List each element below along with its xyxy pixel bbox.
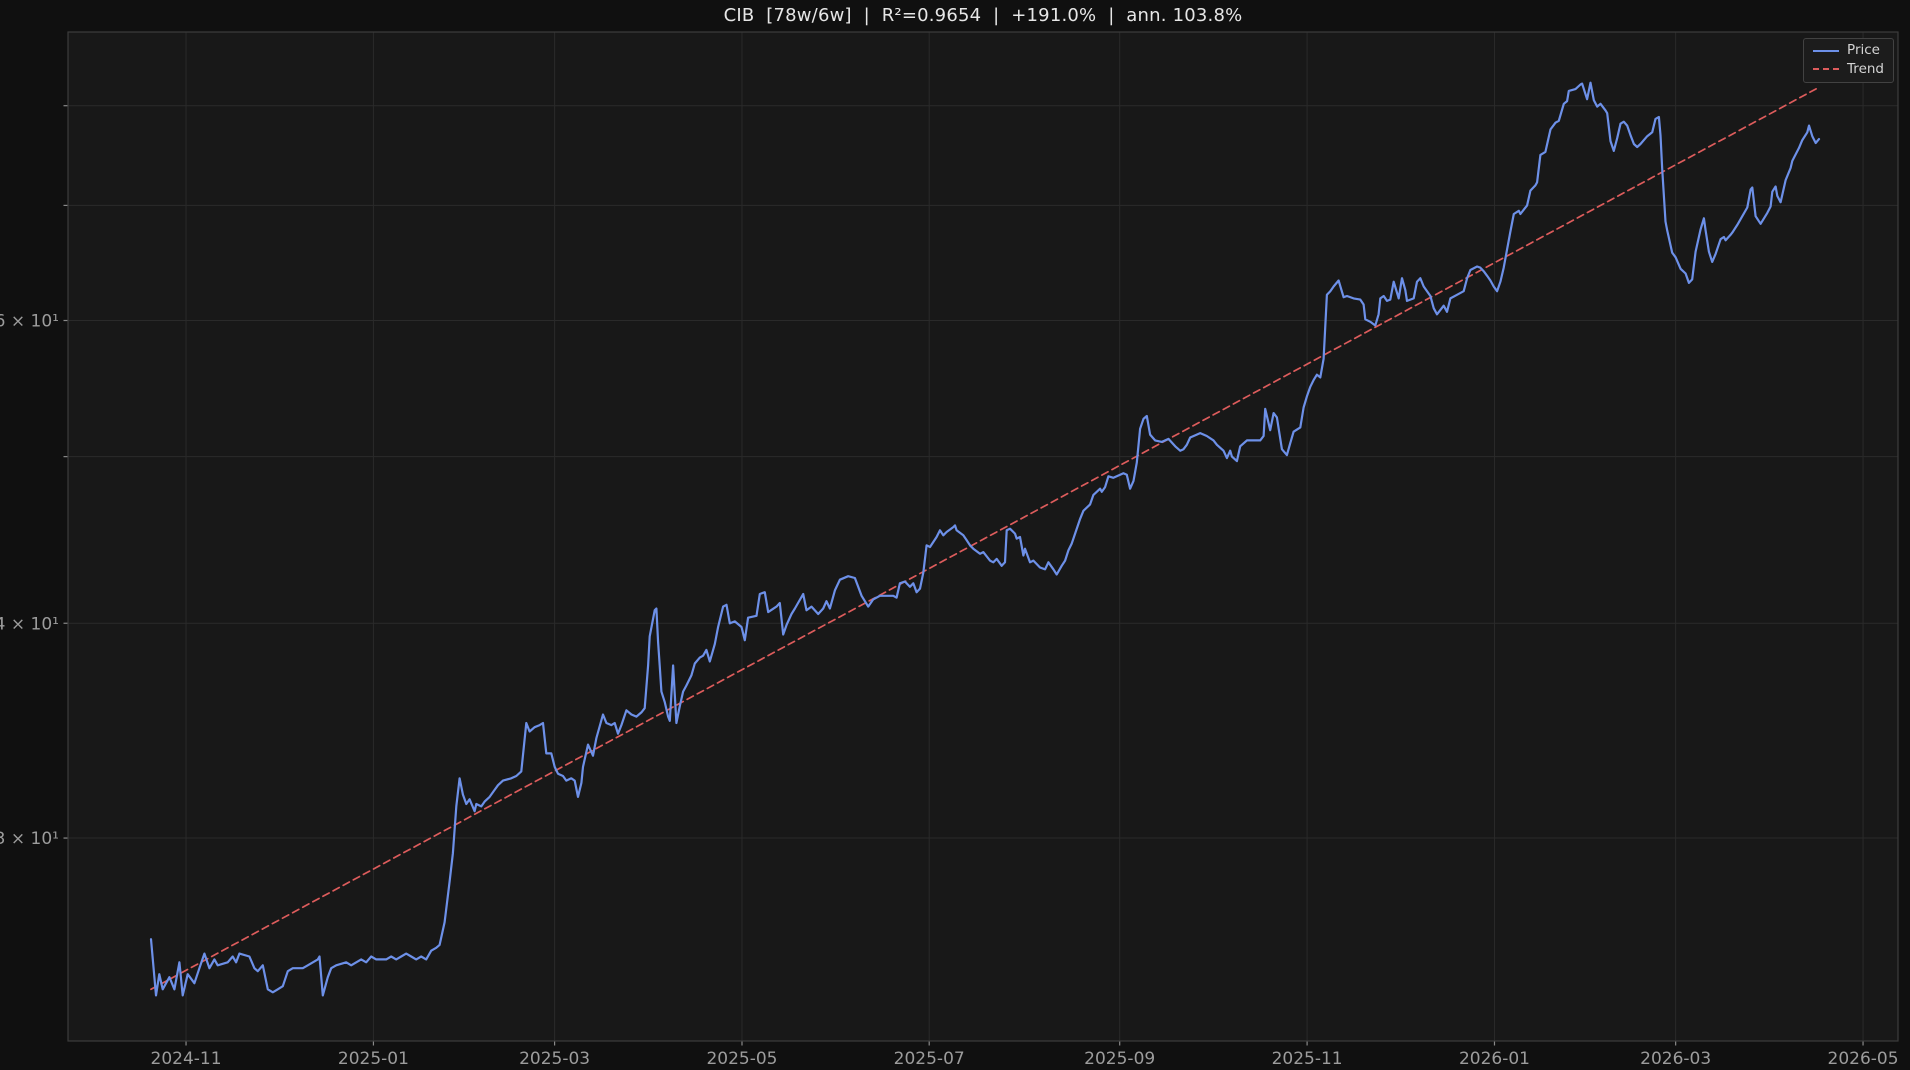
- legend-label-price: Price: [1847, 42, 1880, 58]
- price-line-swatch: [1813, 49, 1840, 52]
- legend: Price Trend: [1803, 38, 1894, 83]
- x-tick-label: 2025-05: [706, 1049, 777, 1069]
- x-tick-label: 2025-03: [519, 1049, 590, 1069]
- axes-spines: [67, 31, 1899, 1042]
- x-tick-label: 2025-07: [894, 1049, 965, 1069]
- x-tick-label: 2026-05: [1828, 1049, 1899, 1069]
- x-tick-label: 2026-01: [1459, 1049, 1530, 1069]
- y-tick-label: 3 × 10¹: [0, 829, 59, 849]
- x-tick-label: 2025-11: [1272, 1049, 1343, 1069]
- price-line: [149, 81, 1821, 997]
- x-tick-label: 2025-01: [338, 1049, 409, 1069]
- x-tick-label: 2026-03: [1640, 1049, 1711, 1069]
- legend-label-trend: Trend: [1847, 60, 1884, 77]
- x-tick-label: 2024-11: [151, 1049, 222, 1069]
- trend-line-swatch: [1813, 68, 1840, 71]
- legend-entry-trend: Trend: [1813, 60, 1884, 77]
- y-tick-label: 4 × 10¹: [0, 614, 59, 634]
- chart-title: CIB [78w/6w] | R²=0.9654 | +191.0% | ann…: [723, 5, 1243, 26]
- y-tick-label: 6 × 10¹: [0, 312, 59, 332]
- plot-background: [68, 32, 1898, 1041]
- trend-line: [150, 86, 1820, 991]
- x-tick-label: 2025-09: [1084, 1049, 1155, 1069]
- legend-entry-price: Price: [1813, 42, 1884, 58]
